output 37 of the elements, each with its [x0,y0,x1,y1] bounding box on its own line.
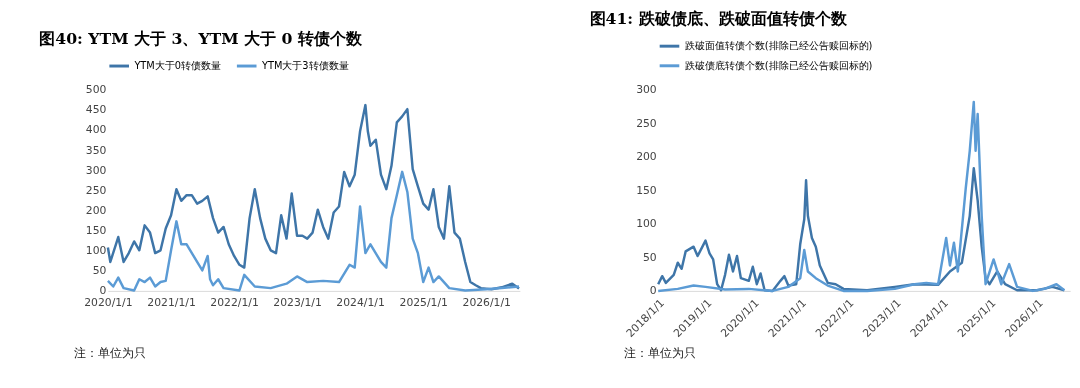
y-tick-label: 200 [85,203,107,217]
y-tick-label: 150 [636,183,657,197]
y-tick-label: 150 [85,224,107,238]
text: 注：单位为只 [623,345,696,360]
legend-label: 跌破债底转债个数(排除已经公告赎回标的) [684,59,873,71]
y-tick-label: 0 [649,284,657,298]
chart-title: 图41: 跌破债底、跌破面值转债个数 [589,9,848,29]
y-tick-label: 50 [92,264,107,278]
legend-label: YTM大于0转债数量 [133,59,222,71]
y-tick-label: 350 [85,143,107,157]
legend-label: 跌破面值转债个数(排除已经公告赎回标的) [684,40,873,52]
y-tick-label: 0 [99,284,107,298]
y-tick-label: 450 [85,103,107,117]
x-tick-label: 2024/1/1 [336,296,385,310]
y-tick-label: 250 [85,183,107,197]
y-tick-label: 100 [636,217,657,231]
x-tick-label: 2022/1/1 [210,296,259,310]
y-tick-label: 400 [85,123,107,137]
x-tick-label: 2026/1/1 [462,296,511,310]
y-tick-label: 50 [643,250,657,264]
line-series [656,100,1066,293]
y-tick-label: 100 [85,244,107,258]
text: 注：单位为只 [73,345,146,360]
y-tick-label: 500 [85,83,107,97]
x-tick-label: 2023/1/1 [273,296,322,310]
x-tick-label: 2020/1/1 [84,296,133,310]
y-tick-label: 200 [636,150,657,164]
y-tick-label: 300 [636,83,657,97]
line-series [656,167,1066,293]
chart-title: 图40: YTM 大于 3、YTM 大于 0 转债个数 [39,28,363,48]
x-tick-label: 2025/1/1 [399,296,448,310]
x-tick-label: 2021/1/1 [147,296,196,310]
legend-label: YTM大于3转债数量 [260,59,349,71]
y-tick-label: 250 [636,116,657,130]
line-series [106,170,521,292]
line-series [106,103,521,291]
y-tick-label: 300 [85,163,107,177]
